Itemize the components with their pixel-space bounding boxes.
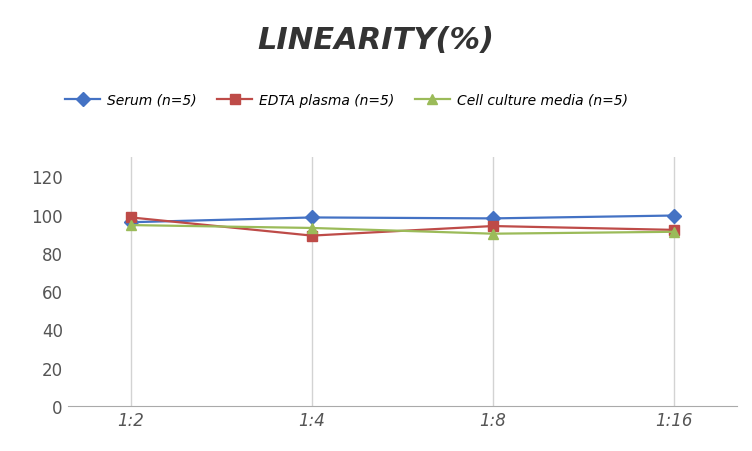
Line: Serum (n=5): Serum (n=5) [126, 211, 678, 228]
EDTA plasma (n=5) [488, 224, 497, 229]
Legend: Serum (n=5), EDTA plasma (n=5), Cell culture media (n=5): Serum (n=5), EDTA plasma (n=5), Cell cul… [59, 88, 633, 113]
Cell culture media (n=5) [488, 231, 497, 237]
Serum (n=5) [669, 213, 678, 219]
Cell culture media (n=5) [308, 226, 317, 231]
Cell culture media (n=5) [669, 230, 678, 235]
Serum (n=5) [308, 215, 317, 221]
EDTA plasma (n=5) [126, 215, 135, 221]
Serum (n=5) [488, 216, 497, 221]
EDTA plasma (n=5) [669, 228, 678, 233]
Line: EDTA plasma (n=5): EDTA plasma (n=5) [126, 213, 678, 241]
Cell culture media (n=5) [126, 223, 135, 228]
Serum (n=5) [126, 220, 135, 226]
Line: Cell culture media (n=5): Cell culture media (n=5) [126, 221, 678, 239]
EDTA plasma (n=5) [308, 233, 317, 239]
Text: LINEARITY(%): LINEARITY(%) [257, 26, 495, 55]
